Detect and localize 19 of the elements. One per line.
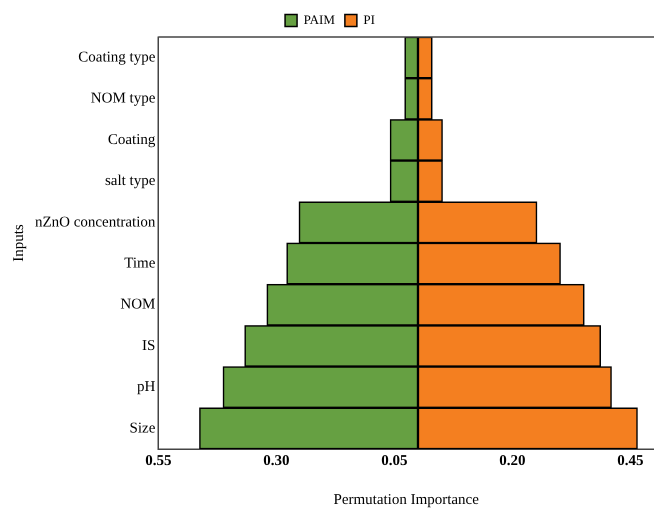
x-tick-label: 0.45 <box>617 452 644 469</box>
y-tick-label: IS <box>142 338 156 354</box>
y-tick-label: Size <box>130 420 156 436</box>
y-tick-label: Coating <box>108 132 156 148</box>
y-tick-label: Time <box>124 256 156 272</box>
x-axis-title: Permutation Importance <box>334 492 480 508</box>
x-tick-label: 0.30 <box>263 452 290 469</box>
x-tick-label: 0.55 <box>145 452 172 469</box>
x-tick-label: 0.20 <box>499 452 526 469</box>
y-tick-label: pH <box>137 379 156 396</box>
y-tick-label: NOM type <box>90 90 156 107</box>
legend-label: PAIM <box>304 12 336 27</box>
x-tick-label: 0.05 <box>381 452 408 469</box>
y-tick-label: nZnO concentration <box>35 214 156 230</box>
y-tick-label: NOM <box>120 296 156 313</box>
y-axis-title: Inputs <box>10 224 27 262</box>
y-tick-label: salt type <box>104 173 156 190</box>
y-tick-label: Coating type <box>78 50 156 66</box>
legend-label: PI <box>363 12 375 27</box>
